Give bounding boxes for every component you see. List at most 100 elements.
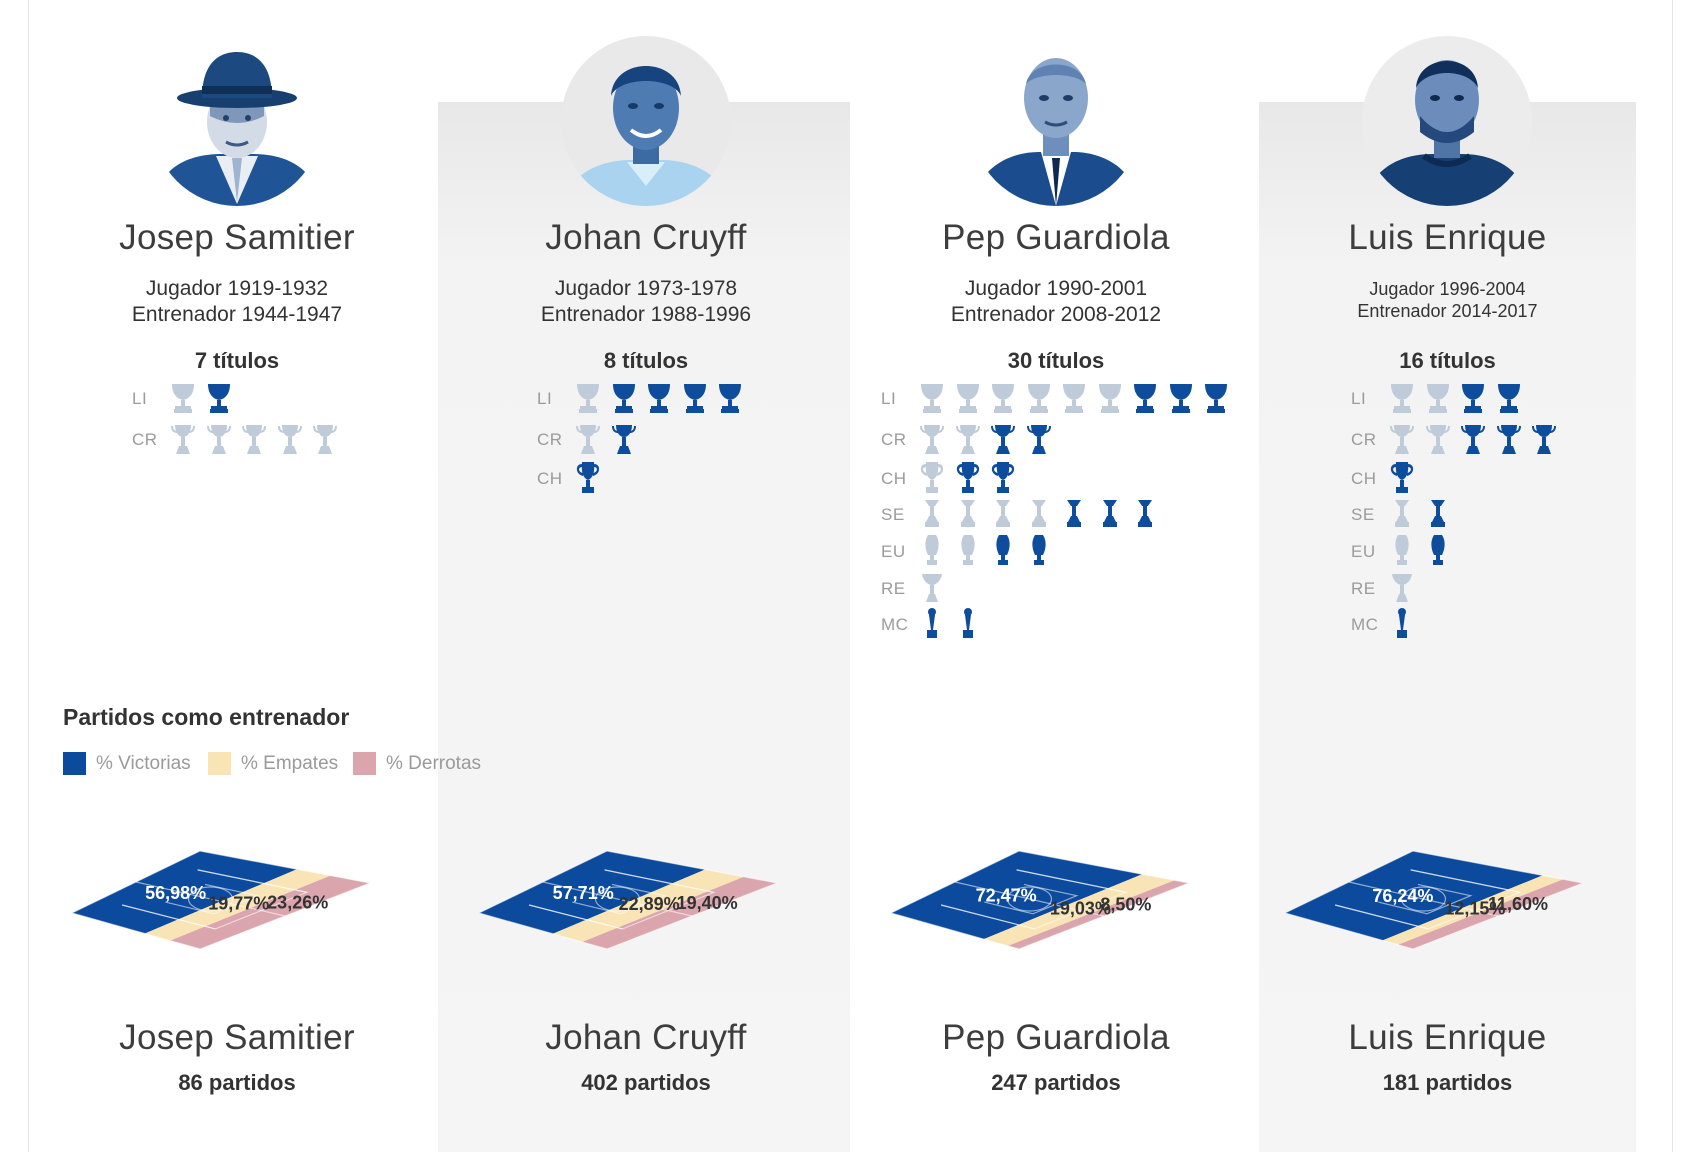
trophy-row-li: LI xyxy=(881,380,1241,416)
bar-segment-victorias xyxy=(479,851,706,934)
liga-trophy-icon xyxy=(683,384,706,413)
uefa-trophy-icon xyxy=(1430,535,1445,565)
trophy-row-label: MC xyxy=(1351,615,1379,634)
trophy-row-cr: CR xyxy=(537,421,897,457)
frame-left-line xyxy=(28,0,29,1152)
trophy-row-cr: CR xyxy=(881,421,1241,457)
liga-trophy-icon xyxy=(1426,384,1449,413)
trophy-row-ch: CH xyxy=(881,460,1241,496)
bottom-person-name: Pep Guardiola xyxy=(942,1018,1170,1057)
pitch-center-circle xyxy=(1006,886,1053,912)
liga-trophy-icon xyxy=(172,384,194,413)
pitch-goal-area xyxy=(165,883,260,915)
data-label-empates: 12,15% xyxy=(1444,899,1505,919)
career-dates: Jugador 1973-1978 Entrenador 1988-1996 xyxy=(449,276,843,328)
pitch-border xyxy=(478,850,780,950)
trophy-row-label: CH xyxy=(537,469,563,488)
trophy-row-li: LI xyxy=(132,380,492,416)
trophy-row-cr: CR xyxy=(1351,421,1700,457)
trophy-row-label: LI xyxy=(881,389,897,408)
bottom-person-name: Josep Samitier xyxy=(119,1018,355,1057)
pitch-chart: 76,24% 12,15%11,60% xyxy=(1284,850,1586,950)
matches-count: 247 partidos xyxy=(991,1070,1121,1095)
career-player: Jugador 1996-2004 xyxy=(1369,279,1526,299)
pitch-border xyxy=(71,850,373,950)
trophy-row-li: LI xyxy=(1351,380,1700,416)
trophy-row-label: EU xyxy=(1351,542,1376,561)
pitch-goal-area xyxy=(1378,883,1473,915)
pitch-penalty-line xyxy=(1334,904,1429,930)
supercopa-trophy-icon xyxy=(925,500,939,527)
data-label-victorias: 57,71% xyxy=(553,883,614,903)
trophy-row-label: EU xyxy=(881,542,906,561)
matches-count: 181 partidos xyxy=(1382,1070,1513,1095)
liga-trophy-icon xyxy=(992,384,1014,413)
pitch-chart: 57,71%22,89%19,40% xyxy=(478,850,780,950)
pitch-penalty-line-far xyxy=(1410,869,1521,893)
career-dates: Jugador 1996-2004 Entrenador 2014-2017 xyxy=(1259,278,1636,322)
copa-trophy-icon xyxy=(1026,425,1051,454)
career-dates: Jugador 1990-2001 Entrenador 2008-2012 xyxy=(859,276,1253,328)
matches-count: 402 partidos xyxy=(581,1070,711,1095)
trophy-row-re: RE xyxy=(881,570,1241,606)
trophy-row-ch: CH xyxy=(1351,460,1700,496)
trophy-row-label: CH xyxy=(881,469,907,488)
supercopa-trophy-icon xyxy=(1102,500,1117,527)
chart-title: Partidos como entrenador xyxy=(63,704,350,730)
trophy-row-mc: MC xyxy=(1351,606,1700,642)
supercopa-trophy-icon xyxy=(1067,500,1081,527)
pitch-penalty-line-far xyxy=(604,869,715,893)
pitch-penalty-line-far xyxy=(197,869,308,893)
liga-trophy-icon xyxy=(1063,384,1085,413)
pitch-goal-area xyxy=(572,883,667,915)
pitch-penalty-line xyxy=(940,904,1035,930)
liga-trophy-icon xyxy=(1098,384,1121,413)
copa-trophy-icon xyxy=(171,425,195,454)
suited-man-photo-icon xyxy=(971,36,1141,206)
trophy-row-cr: CR xyxy=(132,421,492,457)
column-shade-enrique xyxy=(1259,102,1636,1152)
data-label-derrotas: 8,50% xyxy=(1100,894,1151,914)
trophy-row-li: LI xyxy=(537,380,897,416)
pitch-chart: 56,98%19,77%23,26% xyxy=(71,850,373,950)
supercopa-trophy-icon xyxy=(1395,500,1409,527)
titles-count: 16 títulos xyxy=(1399,348,1496,373)
data-label-derrotas: 19,40% xyxy=(677,893,738,913)
legend-label-victorias: % Victorias xyxy=(96,753,191,774)
data-label-derrotas: 11,60% xyxy=(1488,894,1548,914)
career-coach: Entrenador 2014-2017 xyxy=(1357,301,1538,321)
uefa-trophy-icon xyxy=(1395,535,1409,565)
data-label-victorias: 56,98% xyxy=(145,883,206,903)
liga-trophy-icon xyxy=(612,384,635,413)
trophy-row-label: CR xyxy=(132,430,158,449)
trophy-row-re: RE xyxy=(1351,570,1700,606)
trophy-row-label: CR xyxy=(1351,430,1377,449)
pitch-chart: 72,47% 19,03%8,50% xyxy=(890,850,1192,950)
pitch-center-line xyxy=(135,881,286,917)
data-label-empates: 19,03% xyxy=(1050,899,1111,919)
trophy-row-ch: CH xyxy=(537,460,897,496)
data-label-empates: 22,89% xyxy=(619,894,680,914)
bar-segment-victorias xyxy=(891,851,1143,940)
person-name: Luis Enrique xyxy=(1348,218,1547,257)
matches-count: 86 partidos xyxy=(178,1070,296,1095)
trophy-row-label: LI xyxy=(132,389,148,408)
column-guardiola: Pep Guardiola Jugador 1990-2001 Entrenad… xyxy=(859,0,1253,1152)
data-label-empates: 19,77% xyxy=(208,893,269,913)
uefa-trophy-icon xyxy=(960,535,975,565)
pitch-center-line xyxy=(954,881,1105,917)
liga-trophy-icon xyxy=(921,384,943,413)
column-samitier: Josep Samitier Jugador 1919-1932 Entrena… xyxy=(40,0,434,1152)
titles-count: 30 títulos xyxy=(1007,348,1105,373)
trophy-row-label: RE xyxy=(881,579,906,598)
data-label-derrotas: 23,26% xyxy=(267,892,328,912)
pitch-center-circle xyxy=(187,886,234,912)
career-coach: Entrenador 1944-1947 xyxy=(131,303,343,326)
uefa-trophy-icon xyxy=(925,535,939,565)
copa-trophy-icon xyxy=(1496,425,1521,454)
trophy-row-label: MC xyxy=(881,615,909,634)
copa-trophy-icon xyxy=(920,425,944,454)
pitch-border xyxy=(890,850,1192,950)
champions-trophy-icon xyxy=(1390,462,1414,493)
copa-trophy-icon xyxy=(277,425,302,454)
